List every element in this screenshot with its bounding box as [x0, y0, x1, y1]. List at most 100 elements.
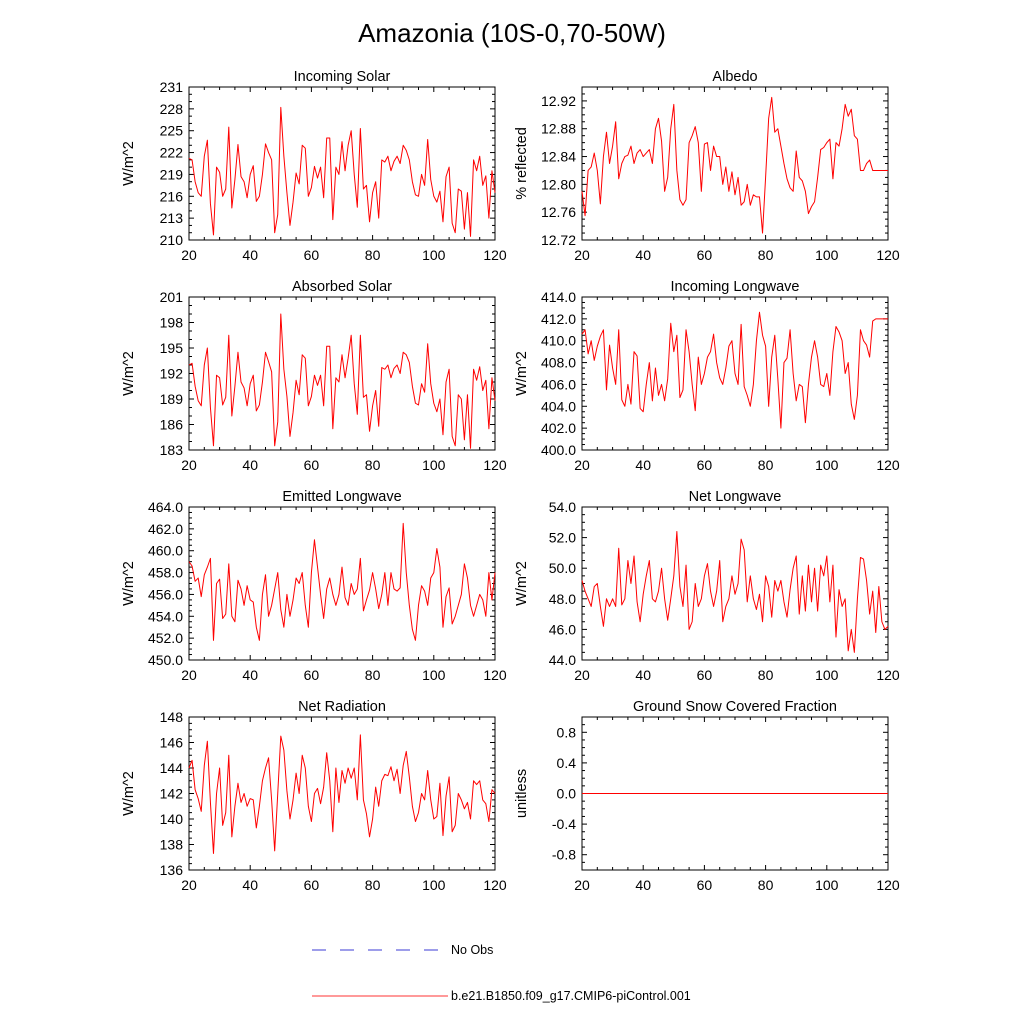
series-line-b-e21-b1850-f09-g17-cmip6-picontrol-001: [581, 96, 888, 234]
y-tick-label: 186: [160, 417, 184, 433]
y-tick-label: 192: [160, 366, 184, 382]
x-tick-label: 100: [422, 667, 446, 683]
x-tick-label: 80: [758, 877, 774, 893]
y-tick-label: 216: [160, 188, 184, 204]
legend-entry-no-obs: No Obs: [312, 943, 493, 957]
y-tick-label: 228: [160, 101, 184, 117]
panel-title: Net Radiation: [298, 699, 386, 715]
y-tick-label: 148: [160, 709, 184, 725]
y-tick-label: 222: [160, 145, 184, 161]
y-tick-label: 12.72: [541, 232, 576, 248]
series-line-b-e21-b1850-f09-g17-cmip6-picontrol-001: [581, 311, 888, 429]
legend-entry-model-run: b.e21.B1850.f09_g17.CMIP6-piControl.001: [312, 989, 691, 1003]
y-axis-title: W/m^2: [514, 351, 530, 396]
x-tick-label: 100: [815, 457, 839, 473]
x-tick-label: 40: [635, 457, 651, 473]
y-axis-title: W/m^2: [121, 771, 137, 816]
series-line-b-e21-b1850-f09-g17-cmip6-picontrol-001: [188, 522, 496, 641]
y-tick-label: 142: [160, 786, 184, 802]
panel-net-longwave: Net Longwave 20 40 60 80 100 120 44.0 46.0 48.0 50…: [514, 489, 900, 683]
x-tick-label: 20: [574, 247, 590, 263]
x-tick-label: 120: [483, 877, 507, 893]
x-tick-label: 60: [697, 667, 713, 683]
x-tick-label: 60: [697, 247, 713, 263]
y-tick-label: 140: [160, 811, 184, 827]
x-tick-label: 100: [422, 247, 446, 263]
x-tick-label: 20: [574, 667, 590, 683]
x-tick-label: 40: [635, 247, 651, 263]
panel-title: Albedo: [712, 69, 757, 85]
panel-title: Emitted Longwave: [282, 489, 401, 505]
x-tick-label: 80: [365, 877, 381, 893]
y-tick-label: 12.92: [541, 93, 576, 109]
y-axis-title: W/m^2: [514, 561, 530, 606]
y-tick-label: 201: [160, 289, 184, 305]
y-tick-label: 458.0: [148, 565, 183, 581]
y-tick-label: 136: [160, 862, 184, 878]
y-tick-label: 231: [160, 79, 184, 95]
x-tick-label: 100: [815, 247, 839, 263]
y-tick-label: 48.0: [549, 591, 576, 607]
y-tick-label: 12.80: [541, 176, 576, 192]
panel-albedo: Albedo 20 40 60 80 100 120 12.72 12.76 12.80 12.84…: [514, 69, 900, 263]
x-tick-label: 120: [483, 667, 507, 683]
panel-title: Incoming Solar: [294, 69, 391, 85]
y-tick-label: 0.8: [557, 724, 577, 740]
y-tick-label: 460.0: [148, 543, 183, 559]
x-tick-label: 80: [758, 667, 774, 683]
panel-title: Incoming Longwave: [671, 279, 800, 295]
panel-incoming-longwave: Incoming Longwave 20 40 60 80 100 120 400.0 402.…: [514, 279, 900, 473]
x-tick-label: 100: [422, 877, 446, 893]
y-tick-label: 54.0: [549, 499, 576, 515]
x-tick-label: 60: [697, 457, 713, 473]
x-tick-label: 40: [242, 457, 258, 473]
panel-title: Absorbed Solar: [292, 279, 392, 295]
y-tick-label: 52.0: [549, 530, 576, 546]
y-axis-title: W/m^2: [121, 351, 137, 396]
x-tick-label: 20: [574, 877, 590, 893]
x-tick-label: 60: [304, 457, 320, 473]
y-tick-label: 44.0: [549, 652, 576, 668]
series-line-b-e21-b1850-f09-g17-cmip6-picontrol-001: [188, 106, 496, 237]
panel-incoming-solar: Incoming Solar 20 40 60 80 100 120 210 213 216 219…: [121, 69, 507, 263]
y-tick-label: 450.0: [148, 652, 183, 668]
y-tick-label: 0.4: [557, 755, 577, 771]
y-tick-label: 408.0: [541, 355, 576, 371]
y-tick-label: 138: [160, 837, 184, 853]
x-tick-label: 40: [635, 667, 651, 683]
x-tick-label: 120: [876, 247, 900, 263]
x-tick-label: 20: [181, 247, 197, 263]
x-tick-label: 20: [181, 667, 197, 683]
y-tick-label: 12.88: [541, 121, 576, 137]
x-tick-label: 20: [181, 457, 197, 473]
x-tick-label: 100: [815, 667, 839, 683]
y-axis-title: unitless: [514, 769, 530, 818]
legend: No Obs b.e21.B1850.f09_g17.CMIP6-piContr…: [312, 943, 691, 1003]
panel-title: Net Longwave: [689, 489, 782, 505]
y-tick-label: 410.0: [541, 333, 576, 349]
x-tick-label: 80: [758, 247, 774, 263]
x-tick-label: 40: [635, 877, 651, 893]
panel-ground-snow-covered-fraction: Ground Snow Covered Fraction 20 40 60 80 100 1…: [514, 699, 900, 893]
y-tick-label: 144: [160, 760, 184, 776]
y-tick-label: -0.4: [552, 816, 576, 832]
y-tick-label: 406.0: [541, 376, 576, 392]
x-tick-label: 100: [815, 877, 839, 893]
x-tick-label: 80: [365, 667, 381, 683]
y-tick-label: 146: [160, 735, 184, 751]
panel-net-radiation: Net Radiation 20 40 60 80 100 120 136 138 140 142 1…: [121, 699, 507, 893]
figure-title: Amazonia (10S-0,70-50W): [358, 18, 666, 48]
x-tick-label: 80: [365, 457, 381, 473]
x-tick-label: 60: [697, 877, 713, 893]
x-tick-label: 60: [304, 667, 320, 683]
y-tick-label: -0.8: [552, 847, 576, 863]
y-tick-label: 462.0: [148, 521, 183, 537]
y-tick-label: 464.0: [148, 499, 183, 515]
x-tick-label: 20: [574, 457, 590, 473]
y-tick-label: 402.0: [541, 420, 576, 436]
x-tick-label: 60: [304, 247, 320, 263]
x-tick-label: 80: [758, 457, 774, 473]
y-tick-label: 400.0: [541, 442, 576, 458]
